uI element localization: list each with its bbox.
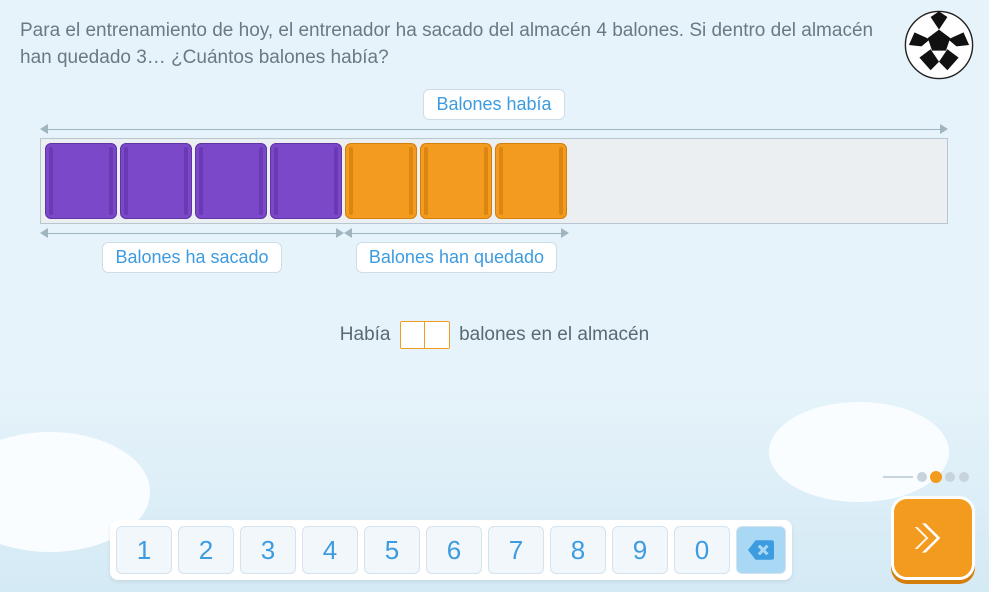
bar-block-remaining xyxy=(420,143,492,219)
diagram-bottom-labels: Balones ha sacado Balones han quedado xyxy=(40,242,948,273)
cloud-decoration xyxy=(769,402,949,502)
key-0[interactable]: 0 xyxy=(674,526,730,574)
bar-container xyxy=(40,138,948,224)
answer-suffix: balones en el almacén xyxy=(459,324,649,345)
bar-block-taken xyxy=(270,143,342,219)
bar-block-remaining xyxy=(495,143,567,219)
answer-row: Había balones en el almacén xyxy=(0,321,989,349)
key-5[interactable]: 5 xyxy=(364,526,420,574)
answer-cell[interactable] xyxy=(425,322,449,348)
progress-dot xyxy=(930,471,942,483)
bar-block-remaining xyxy=(345,143,417,219)
diagram-bottom-arrows xyxy=(40,226,948,240)
bar-block-taken xyxy=(195,143,267,219)
diagram-left-label: Balones ha sacado xyxy=(102,242,281,273)
bar-model-diagram: Balones había Balones ha sacado Balones … xyxy=(0,89,989,273)
key-6[interactable]: 6 xyxy=(426,526,482,574)
diagram-top-arrow xyxy=(40,122,948,136)
backspace-key[interactable] xyxy=(736,526,786,574)
progress-dot xyxy=(959,472,969,482)
progress-line xyxy=(883,476,913,478)
diagram-right-arrow xyxy=(344,226,569,240)
next-button[interactable] xyxy=(891,496,975,580)
question-text: Para el entrenamiento de hoy, el entrena… xyxy=(0,0,989,89)
diagram-top-label: Balones había xyxy=(423,89,564,120)
soccer-ball-icon xyxy=(904,10,974,80)
key-4[interactable]: 4 xyxy=(302,526,358,574)
chevrons-right-icon xyxy=(911,516,955,560)
key-3[interactable]: 3 xyxy=(240,526,296,574)
progress-indicator xyxy=(883,472,969,482)
key-2[interactable]: 2 xyxy=(178,526,234,574)
answer-prefix: Había xyxy=(340,324,391,345)
diagram-left-arrow xyxy=(40,226,344,240)
key-8[interactable]: 8 xyxy=(550,526,606,574)
key-1[interactable]: 1 xyxy=(116,526,172,574)
progress-dot xyxy=(917,472,927,482)
key-7[interactable]: 7 xyxy=(488,526,544,574)
key-9[interactable]: 9 xyxy=(612,526,668,574)
bar-block-taken xyxy=(45,143,117,219)
progress-dot xyxy=(945,472,955,482)
answer-input[interactable] xyxy=(400,321,450,349)
answer-cell[interactable] xyxy=(401,322,425,348)
number-keypad: 1234567890 xyxy=(110,520,792,580)
backspace-icon xyxy=(748,540,774,560)
diagram-right-label: Balones han quedado xyxy=(356,242,557,273)
bar-block-taken xyxy=(120,143,192,219)
